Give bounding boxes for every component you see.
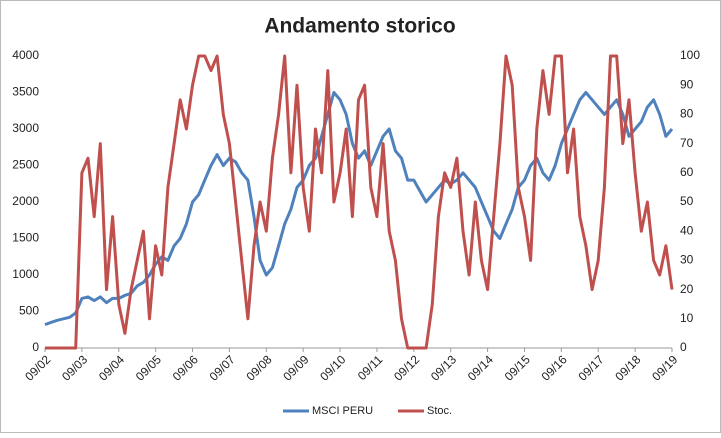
y-tick-label: 1500 (12, 231, 39, 245)
y2-tick-label: 50 (680, 194, 694, 208)
y2-tick-label: 10 (680, 311, 694, 325)
y-tick-label: 1000 (12, 267, 39, 281)
legend-label: MSCI PERU (312, 405, 373, 417)
y2-tick-label: 40 (680, 223, 694, 237)
chart-title: Andamento storico (264, 15, 455, 38)
y2-tick-label: 70 (680, 136, 694, 150)
line-series (44, 91, 674, 327)
y-tick-label: 2000 (12, 194, 39, 208)
y2-tick-label: 60 (680, 165, 694, 179)
y2-tick-label: 100 (680, 48, 700, 62)
line-series (45, 54, 674, 350)
y-tick-label: 500 (19, 304, 39, 318)
y-tick-label: 3500 (12, 85, 39, 99)
y-tick-label: 3000 (12, 121, 39, 135)
y2-tick-label: 30 (680, 253, 694, 267)
y2-tick-label: 80 (680, 107, 694, 121)
y-tick-label: 4000 (12, 48, 39, 62)
y2-tick-label: 20 (680, 282, 694, 296)
y2-tick-label: 0 (680, 340, 687, 354)
y-tick-label: 2500 (12, 158, 39, 172)
y-tick-label: 0 (32, 340, 39, 354)
legend-label: Stoc. (427, 405, 452, 417)
y2-tick-label: 90 (680, 77, 694, 91)
